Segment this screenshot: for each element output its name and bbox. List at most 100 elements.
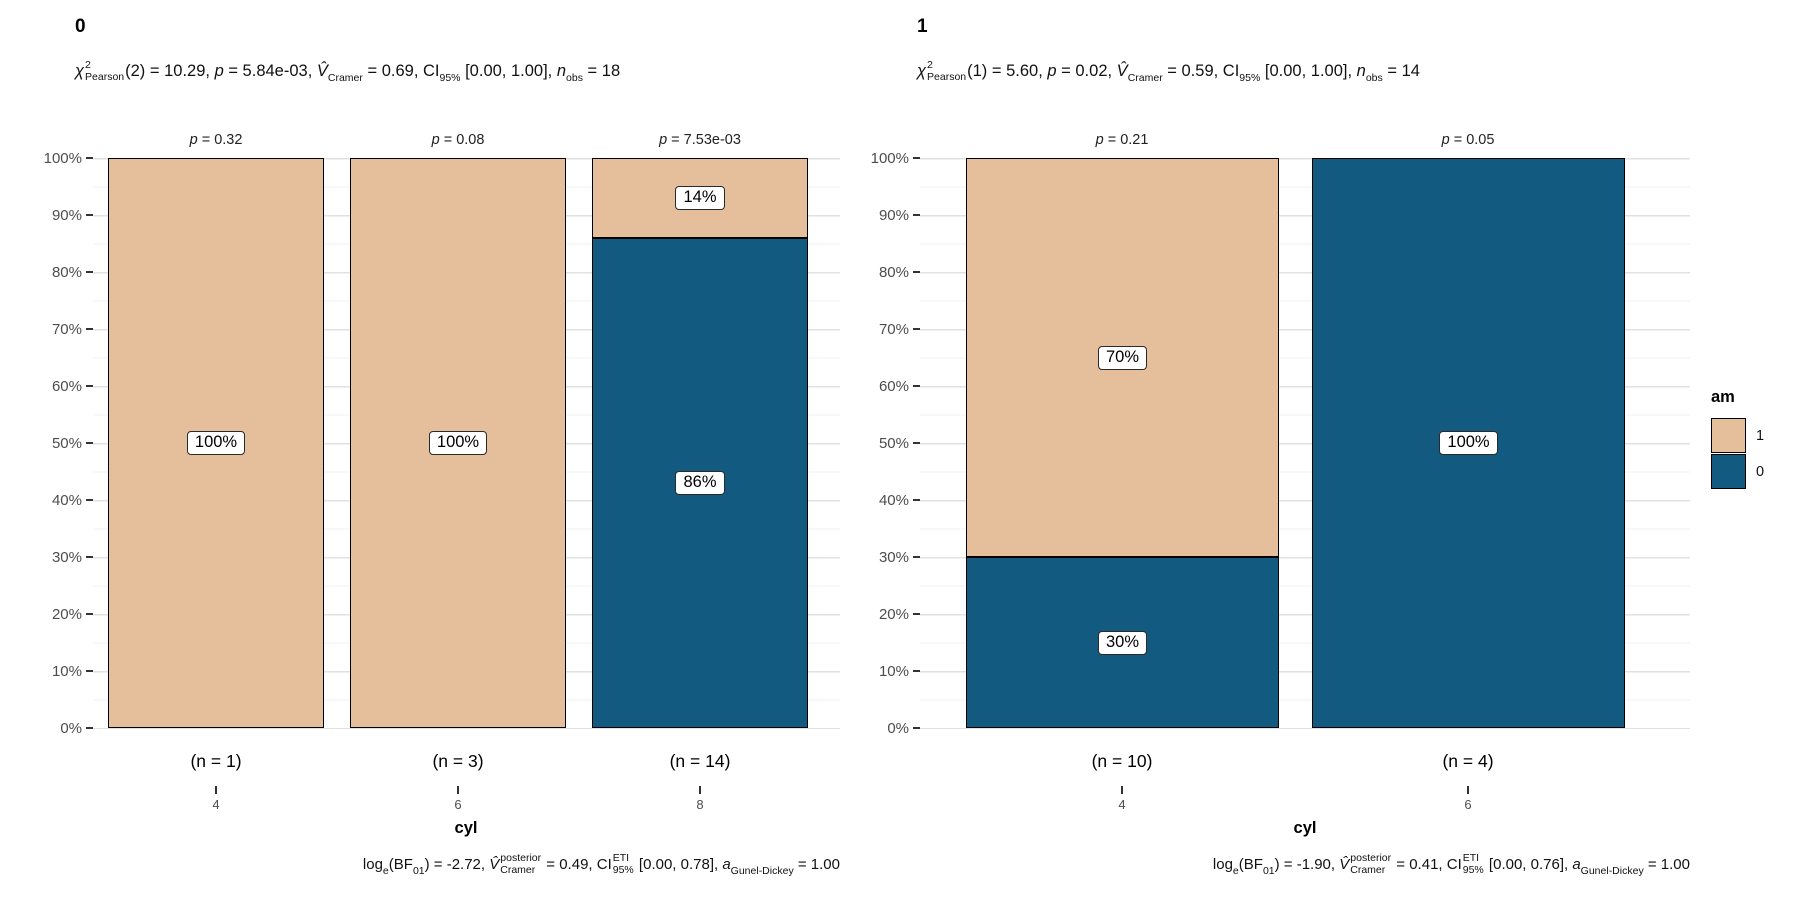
ci-sub: 95% xyxy=(439,72,461,84)
y-axis-tick-label: 90% xyxy=(878,206,909,224)
y-axis-tick-label: 70% xyxy=(878,320,909,338)
x-axis-tick-mark xyxy=(1121,786,1123,794)
x-axis-tick-label: 4 xyxy=(1118,797,1126,812)
bar-n-label: (n = 3) xyxy=(432,751,484,771)
bar-n-label: (n = 10) xyxy=(1091,751,1153,771)
subtitle-text: = 0.02, xyxy=(1056,62,1117,80)
chi-supsub: 2 Pearson xyxy=(927,59,966,84)
bar-n-label: (n = 1) xyxy=(190,751,242,771)
y-axis-tick-mark xyxy=(86,214,93,216)
a-sub: Gunel-Dickey xyxy=(730,865,794,877)
y-axis-tick-label: 100% xyxy=(870,149,909,167)
y-axis-tick-mark xyxy=(86,442,93,444)
subtitle-text: [0.00, 1.00], xyxy=(460,62,557,80)
panel-0-y-axis: 100% 90% 80% 70% 60% 50% 40% 30% 20% 10%… xyxy=(0,150,93,737)
y-axis-tick-label: 40% xyxy=(51,491,82,509)
bf-sub: 01 xyxy=(1262,865,1275,877)
bar-p-value: p = 0.08 xyxy=(432,132,485,148)
log-base-sub: e xyxy=(382,865,389,877)
ci-sub: 95% xyxy=(1239,72,1261,84)
subtitle-text: = 0.69, CI xyxy=(362,62,440,80)
v-sub: Cramer xyxy=(1350,864,1386,877)
y-axis-tick-label: 50% xyxy=(51,434,82,452)
y-axis-tick-label: 80% xyxy=(51,263,82,281)
p-symbol: p xyxy=(431,132,440,148)
v-supsub: posterior Cramer xyxy=(1350,853,1391,877)
y-axis-tick-label: 80% xyxy=(878,263,909,281)
x-axis-tick-label: 6 xyxy=(454,797,462,812)
caption-text: (BF xyxy=(1238,856,1263,873)
y-axis-tick-mark xyxy=(913,442,920,444)
subtitle-text: = 18 xyxy=(582,62,621,80)
panel-0-caption: loge(BF01) = -2.72, V̂ posterior Cramer = … xyxy=(363,853,840,883)
y-axis-tick-mark xyxy=(913,499,920,501)
cramers-v-symbol: V̂ xyxy=(316,62,328,80)
bar-cyl-6: 100% xyxy=(1312,158,1625,728)
v-sub: Cramer xyxy=(500,864,536,877)
panel-1-y-axis: 100% 90% 80% 70% 60% 50% 40% 30% 20% 10%… xyxy=(830,150,920,737)
y-axis-tick-mark xyxy=(913,613,920,615)
a-symbol: a xyxy=(1572,856,1581,873)
legend-swatch-am-0 xyxy=(1711,454,1746,489)
caption-text: ) = -1.90, xyxy=(1274,856,1340,873)
legend-item-label: 1 xyxy=(1756,427,1765,444)
panel-1-plot-area: 70% 30% 100% xyxy=(920,158,1690,729)
panel-0-title: 0 xyxy=(75,16,86,37)
x-axis-tick-mark xyxy=(1467,786,1469,794)
segment-percent-label: 14% xyxy=(675,185,725,210)
p-symbol: p xyxy=(1095,132,1104,148)
y-axis-tick-label: 90% xyxy=(51,206,82,224)
p-value-text: = 0.05 xyxy=(1449,132,1495,148)
cramers-v-symbol: V̂ xyxy=(489,856,500,873)
segment-percent-label: 30% xyxy=(1097,630,1148,655)
caption-text: [0.00, 0.76], xyxy=(1484,856,1573,873)
y-axis-tick-mark xyxy=(913,556,920,558)
y-axis-tick-mark xyxy=(86,727,93,729)
legend-item-am-0: 0 xyxy=(1711,454,1764,489)
legend: am 1 0 xyxy=(1711,388,1764,489)
segment-am-1: 70% xyxy=(966,158,1279,557)
segment-percent-label: 100% xyxy=(428,431,488,455)
x-axis-tick-label: 8 xyxy=(696,797,704,812)
segment-am-1: 100% xyxy=(350,158,566,728)
y-axis-tick-mark xyxy=(86,556,93,558)
n-sub: obs xyxy=(1365,72,1383,84)
bar-cyl-4: 100% xyxy=(108,158,324,728)
y-axis-tick-mark xyxy=(86,271,93,273)
panel-1-title: 1 xyxy=(917,16,928,37)
log-base-sub: e xyxy=(1232,865,1239,877)
p-value-text: = 7.53e-03 xyxy=(667,132,741,148)
y-axis-tick-mark xyxy=(86,670,93,672)
cramers-v-sub: Cramer xyxy=(1127,72,1163,84)
bar-cyl-4: 70% 30% xyxy=(966,158,1279,728)
p-value-text: = 0.08 xyxy=(439,132,485,148)
segment-percent-label: 100% xyxy=(1439,431,1498,455)
ci-sup: ETI xyxy=(612,852,630,865)
caption-text: = 1.00 xyxy=(793,856,840,873)
a-symbol: a xyxy=(722,856,731,873)
y-axis-tick-mark xyxy=(86,385,93,387)
y-axis-tick-label: 0% xyxy=(60,719,82,737)
y-axis-tick-label: 10% xyxy=(878,662,909,680)
x-axis-tick-label: 6 xyxy=(1464,797,1472,812)
x-axis-tick-mark xyxy=(699,786,701,794)
cramers-v-symbol: V̂ xyxy=(1116,62,1128,80)
p-symbol: p xyxy=(1441,132,1450,148)
bar-p-value: p = 0.32 xyxy=(190,132,243,148)
segment-am-0: 100% xyxy=(1312,158,1625,728)
caption-text: = 1.00 xyxy=(1643,856,1690,873)
cramers-v-symbol: V̂ xyxy=(1339,856,1350,873)
v-sup: posterior xyxy=(1350,852,1392,865)
y-axis-tick-mark xyxy=(913,214,920,216)
y-axis-tick-label: 40% xyxy=(878,491,909,509)
y-axis-tick-label: 20% xyxy=(51,605,82,623)
ci-supsub: ETI 95% xyxy=(613,853,634,877)
segment-am-0: 86% xyxy=(592,237,808,728)
y-axis-tick-label: 10% xyxy=(51,662,82,680)
p-value-text: = 0.32 xyxy=(197,132,243,148)
ci-supsub: ETI 95% xyxy=(1463,853,1484,877)
cramers-v-sub: Cramer xyxy=(327,72,363,84)
p-symbol: p xyxy=(1047,62,1057,80)
y-axis-tick-label: 30% xyxy=(878,548,909,566)
chi-sup: 2 xyxy=(85,58,91,71)
